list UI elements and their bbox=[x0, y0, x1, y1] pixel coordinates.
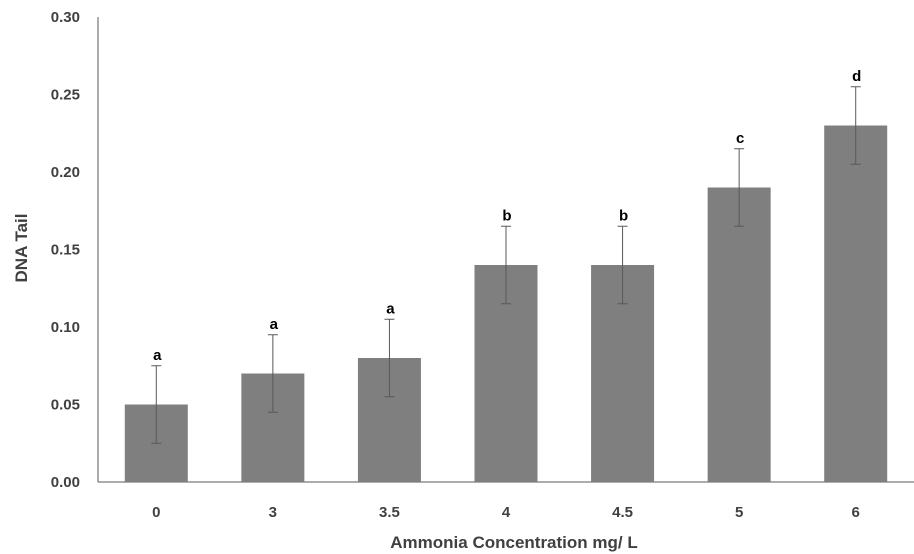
x-tick-label: 4 bbox=[502, 504, 511, 521]
y-axis: 0.00 0.05 0.10 0.15 0.20 0.25 0.30 bbox=[51, 9, 99, 491]
bars bbox=[124, 125, 888, 482]
x-tick-label: 4.5 bbox=[612, 504, 633, 521]
x-tick-label: 0 bbox=[152, 504, 160, 521]
error-bars bbox=[151, 86, 861, 444]
y-tick-label: 0.15 bbox=[51, 242, 80, 259]
bar bbox=[707, 187, 771, 482]
x-tick-label: 3.5 bbox=[379, 504, 400, 521]
significance-label: c bbox=[736, 130, 744, 147]
y-tick-label: 0.00 bbox=[51, 474, 80, 491]
significance-label: b bbox=[502, 207, 511, 224]
significance-label: d bbox=[852, 68, 861, 85]
significance-label: a bbox=[386, 300, 395, 317]
x-tick-labels: 0 3 3.5 4 4.5 5 6 bbox=[152, 504, 860, 521]
x-tick-label: 5 bbox=[735, 504, 743, 521]
significance-label: b bbox=[619, 207, 628, 224]
x-tick-label: 3 bbox=[269, 504, 277, 521]
significance-label: a bbox=[270, 316, 279, 333]
y-tick-label: 0.25 bbox=[51, 87, 80, 104]
y-tick-label: 0.20 bbox=[51, 164, 80, 181]
y-tick-label: 0.30 bbox=[51, 9, 80, 26]
y-tick-label: 0.05 bbox=[51, 397, 80, 414]
bar bbox=[824, 125, 888, 482]
x-axis: 0 3 3.5 4 4.5 5 6 bbox=[98, 481, 914, 521]
y-tick-labels: 0.00 0.05 0.10 0.15 0.20 0.25 0.30 bbox=[51, 9, 80, 491]
significance-label: a bbox=[153, 347, 162, 364]
x-axis-title: Ammonia Concentration mg/ L bbox=[390, 533, 637, 552]
y-axis-title: DNA Tail bbox=[12, 214, 31, 283]
x-tick-label: 6 bbox=[852, 504, 860, 521]
y-tick-label: 0.10 bbox=[51, 319, 80, 336]
significance-labels: a a a b b c d bbox=[153, 68, 861, 364]
